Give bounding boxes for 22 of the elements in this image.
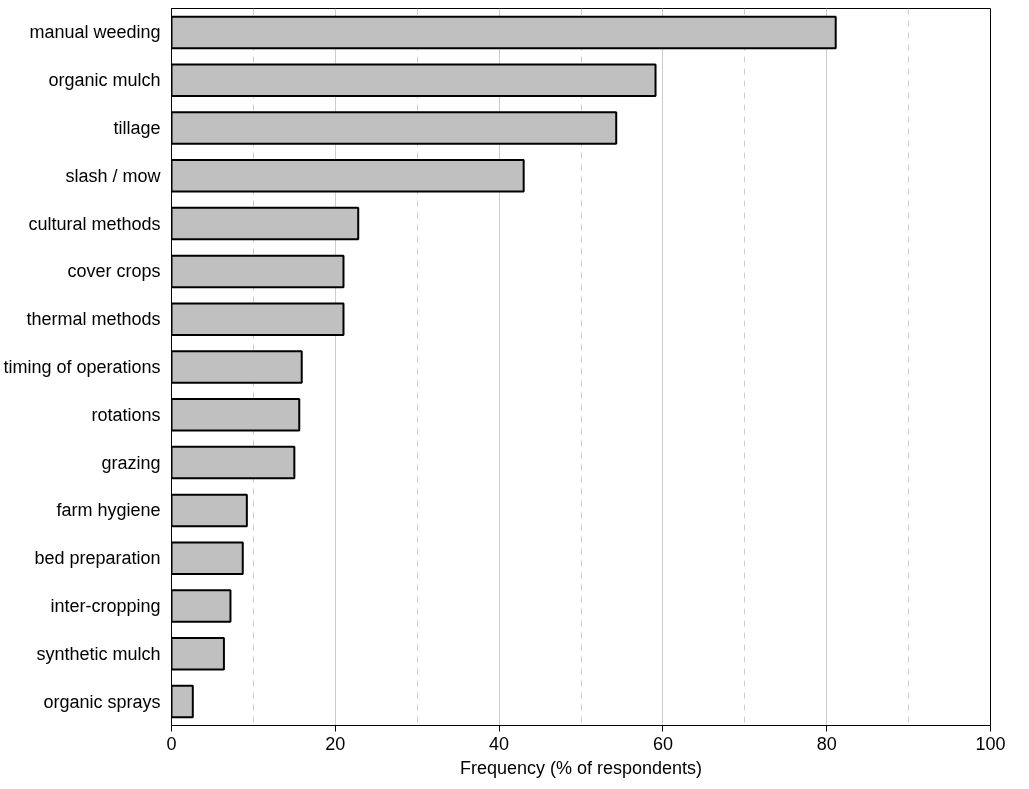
x-tick-label: 80 — [816, 733, 837, 754]
y-tick-label: cultural methods — [28, 213, 161, 234]
x-tick-label: 60 — [652, 733, 673, 754]
x-tick-label: 20 — [325, 733, 346, 754]
y-tick-label: inter-cropping — [50, 596, 161, 616]
y-tick-label: synthetic mulch — [36, 643, 161, 664]
y-tick-label: grazing — [101, 452, 161, 473]
y-tick-label: timing of operations — [3, 357, 161, 377]
y-tick-label: organic mulch — [48, 70, 161, 91]
y-tick-label: farm hygiene — [56, 500, 161, 521]
y-tick-label: thermal methods — [26, 309, 161, 330]
x-tick-label: 100 — [975, 733, 1006, 754]
y-tick-label: cover crops — [67, 261, 161, 282]
y-tick-label: tillage — [113, 118, 161, 138]
y-tick-label: organic sprays — [43, 691, 161, 712]
x-tick-label: 0 — [166, 733, 177, 754]
y-tick-label: rotations — [91, 404, 161, 425]
x-axis-title: Frequency (% of respondents) — [459, 757, 703, 778]
y-tick-label: manual weeding — [29, 22, 161, 43]
x-tick-label: 40 — [489, 733, 510, 754]
y-tick-label: bed preparation — [34, 548, 161, 569]
y-tick-label: slash / mow — [65, 165, 162, 186]
